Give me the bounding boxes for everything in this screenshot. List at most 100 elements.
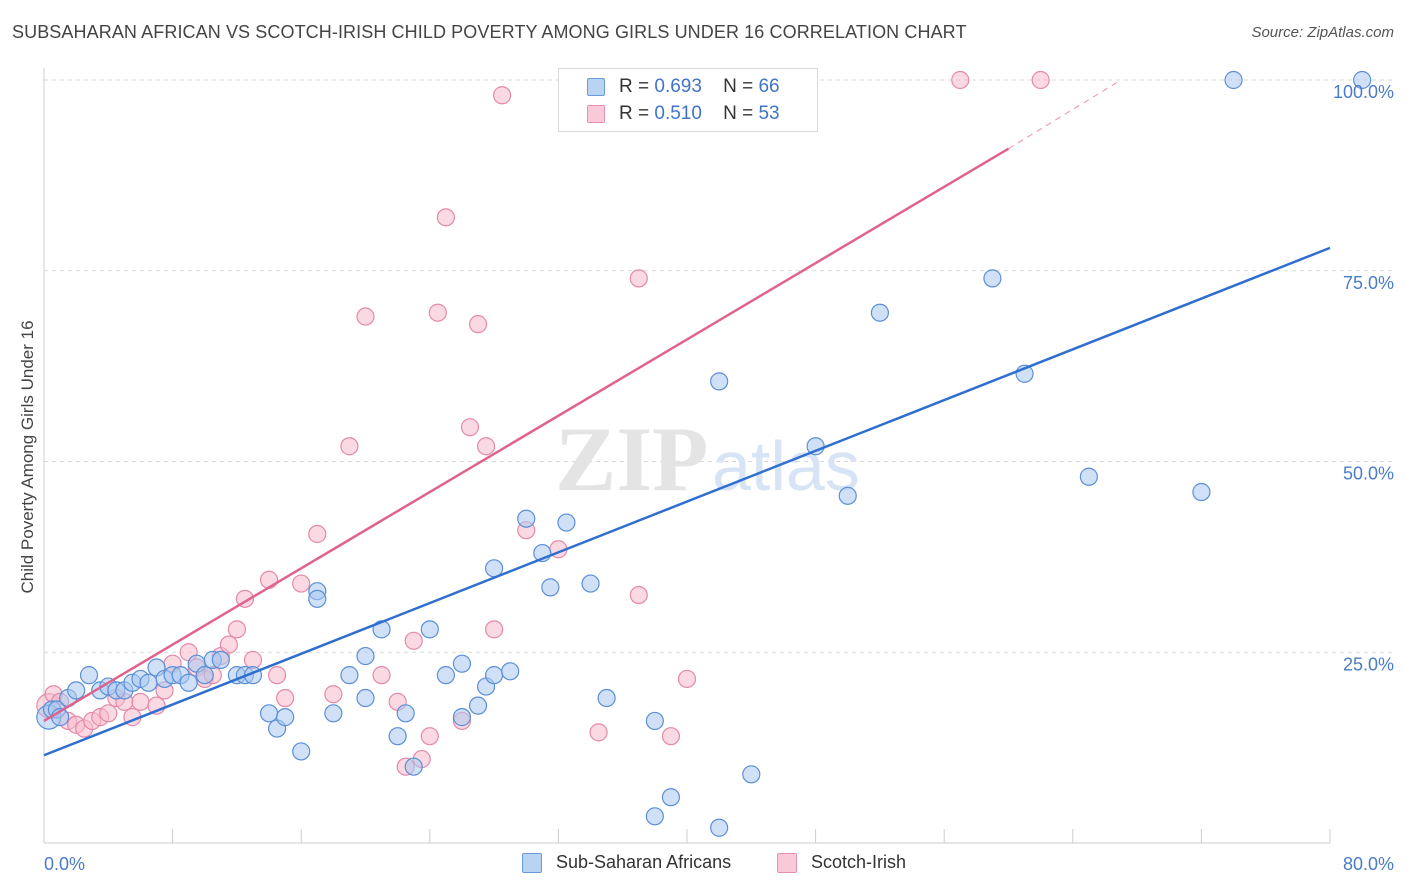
point-sub-saharan (324, 704, 343, 723)
point-sub-saharan (452, 654, 472, 673)
point-scotch-irish (227, 620, 246, 639)
point-scotch-irish (468, 315, 488, 334)
point-scotch-irish (276, 688, 295, 708)
point-sub-saharan (485, 666, 504, 685)
point-scotch-irish (131, 692, 150, 711)
y-tick-label: 75.0% (1343, 273, 1394, 293)
legend-stats-blue: R = 0.693 N = 66 (619, 76, 780, 98)
point-sub-saharan (710, 372, 729, 391)
watermark-atlas: atlas (712, 427, 860, 505)
point-scotch-irish (340, 437, 359, 456)
point-sub-saharan (436, 666, 455, 685)
point-scotch-irish (99, 704, 118, 723)
point-sub-saharan (79, 666, 99, 685)
point-sub-saharan (661, 788, 681, 807)
point-scotch-irish (661, 727, 681, 746)
point-scotch-irish (493, 86, 512, 105)
point-sub-saharan (420, 620, 439, 639)
bottom-legend-swatch-blue (522, 853, 542, 873)
watermark-zip: ZIP (555, 408, 708, 510)
trend-line-scotch-irish-extension (1008, 79, 1122, 150)
point-sub-saharan (983, 269, 1002, 288)
x-tick-label-max: 80.0% (1343, 854, 1394, 874)
point-scotch-irish (404, 631, 423, 650)
source-credit: Source: ZipAtlas.com (1251, 24, 1394, 41)
legend-r-label: R = (619, 76, 650, 97)
point-sub-saharan (870, 303, 890, 322)
point-scotch-irish (629, 585, 648, 605)
series-sub-saharan-points (36, 70, 1372, 837)
point-sub-saharan (645, 711, 664, 731)
point-scotch-irish (420, 727, 439, 746)
point-sub-saharan (292, 742, 311, 761)
point-sub-saharan (259, 704, 279, 723)
x-tick-label-min: 0.0% (44, 854, 85, 874)
point-sub-saharan (742, 765, 761, 784)
bottom-legend-swatch-pink (777, 853, 797, 873)
point-scotch-irish (589, 723, 608, 742)
point-sub-saharan (67, 681, 86, 700)
point-sub-saharan (517, 509, 536, 528)
point-sub-saharan (1079, 467, 1098, 486)
trend-line-scotch-irish (43, 147, 1010, 722)
point-sub-saharan (710, 818, 729, 837)
point-scotch-irish (292, 574, 311, 593)
point-scotch-irish (243, 650, 263, 669)
legend-n-value: 53 (758, 103, 780, 124)
point-sub-saharan (597, 688, 616, 708)
point-sub-saharan (452, 708, 472, 727)
point-sub-saharan (308, 589, 327, 608)
point-sub-saharan (340, 666, 359, 685)
point-sub-saharan (388, 727, 407, 746)
point-sub-saharan (645, 807, 664, 826)
point-sub-saharan (1192, 482, 1211, 502)
legend-r-value: 0.510 (654, 103, 702, 124)
y-tick-label: 100.0% (1333, 82, 1394, 102)
point-scotch-irish (356, 307, 375, 326)
point-scotch-irish (324, 685, 343, 704)
watermark: ZIP atlas (555, 408, 860, 510)
chart-title: SUBSAHARAN AFRICAN VS SCOTCH-IRISH CHILD… (12, 22, 967, 42)
legend-stats-pink: R = 0.510 N = 53 (619, 103, 780, 125)
point-scotch-irish (428, 303, 447, 322)
trend-lines (43, 79, 1331, 757)
point-sub-saharan (838, 486, 857, 505)
point-sub-saharan (581, 574, 600, 593)
legend-r-label: R = (619, 103, 650, 124)
point-scotch-irish (219, 635, 238, 654)
point-sub-saharan (195, 666, 214, 685)
y-axis-title: Child Poverty Among Girls Under 16 (18, 320, 37, 593)
legend-n-label: N = (723, 76, 754, 97)
point-sub-saharan (276, 708, 295, 727)
legend-n-value: 66 (758, 76, 780, 97)
point-sub-saharan (1353, 70, 1372, 90)
y-tick-label: 25.0% (1343, 654, 1394, 674)
point-scotch-irish (267, 666, 287, 685)
point-scotch-irish (951, 70, 970, 90)
point-sub-saharan (396, 704, 415, 723)
legend-swatch-blue (587, 78, 605, 96)
point-sub-saharan (468, 696, 488, 715)
point-scotch-irish (460, 418, 480, 437)
point-scotch-irish (476, 437, 496, 456)
bottom-legend-label-pink: Scotch-Irish (811, 852, 907, 872)
point-scotch-irish (485, 620, 504, 639)
legend-r-value: 0.693 (654, 76, 702, 97)
correlation-legend: R = 0.693 N = 66 R = 0.510 N = 53 (558, 68, 818, 132)
point-scotch-irish (1031, 70, 1050, 90)
axis-labels: 25.0% 50.0% 75.0% 100.0% 0.0% 80.0% Child Pove… (18, 82, 1394, 874)
series-scotch-irish-points (36, 70, 1050, 776)
point-sub-saharan (211, 650, 230, 669)
grid-lines (44, 79, 1395, 653)
bottom-legend-label-blue: Sub-Saharan Africans (556, 852, 732, 872)
point-sub-saharan (501, 662, 520, 681)
legend-swatch-pink (587, 105, 605, 123)
point-sub-saharan (557, 513, 576, 532)
point-scotch-irish (677, 669, 697, 689)
point-scotch-irish (436, 208, 455, 227)
point-scotch-irish (629, 269, 648, 288)
point-scotch-irish (372, 666, 391, 685)
point-sub-saharan (356, 688, 375, 708)
point-sub-saharan (179, 673, 198, 692)
